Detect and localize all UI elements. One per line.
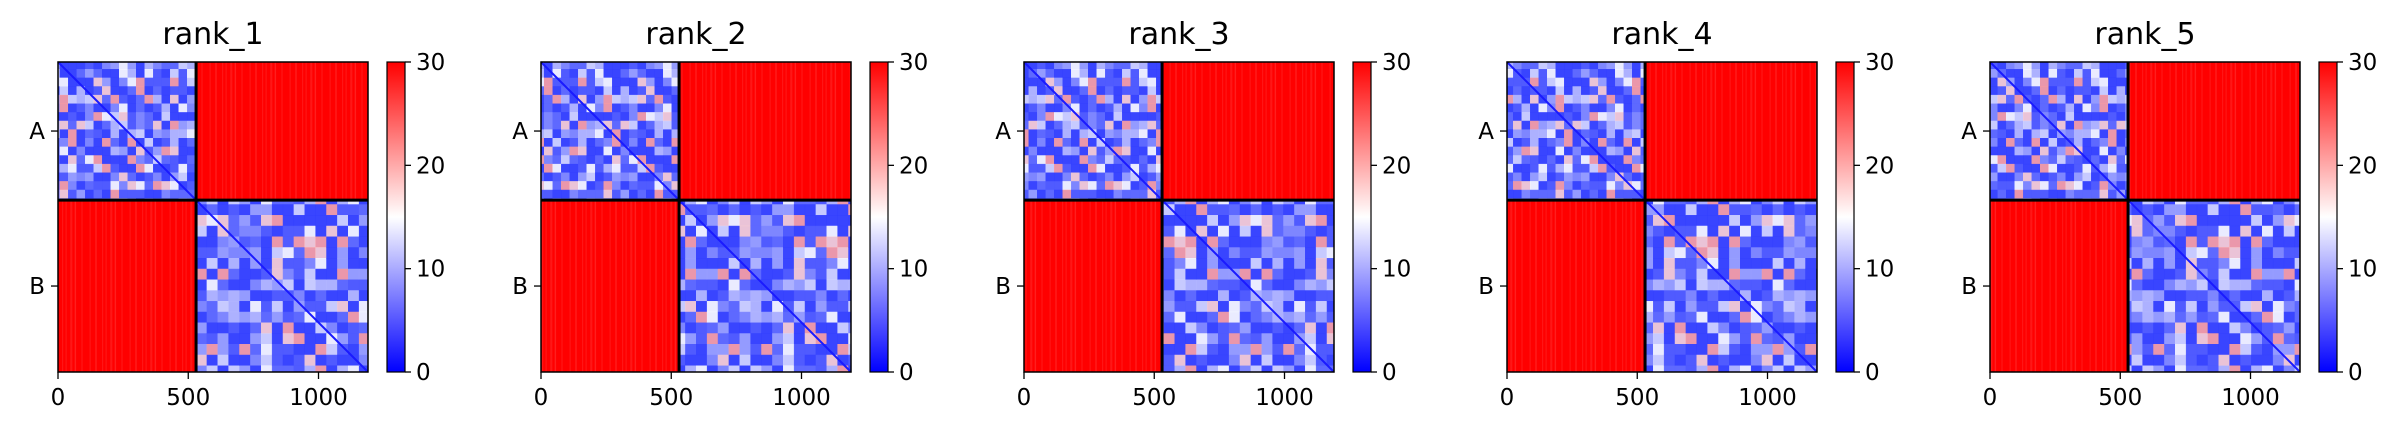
colorbar-tick-label: 20 bbox=[899, 153, 928, 179]
pae-panel-3: rank_3 A B 0 500 1000 0 10 20 30 bbox=[995, 17, 1411, 411]
panel-title: rank_5 bbox=[2094, 17, 2195, 52]
chain-label-a: A bbox=[29, 119, 45, 145]
x-tick-label: 0 bbox=[51, 385, 66, 411]
colorbar bbox=[1835, 61, 1855, 373]
pae-panel-2: rank_2 A B 0 500 1000 0 10 20 30 bbox=[512, 17, 928, 411]
x-tick-label: 1000 bbox=[772, 385, 831, 411]
chain-label-b: B bbox=[1478, 274, 1494, 300]
colorbar-tick-label: 0 bbox=[2348, 360, 2363, 386]
colorbar-tick-label: 20 bbox=[1865, 153, 1894, 179]
heatmap-block-b-a bbox=[1024, 200, 1163, 372]
diagonal-line bbox=[540, 61, 852, 373]
heatmap-frame bbox=[1023, 61, 1335, 373]
colorbar bbox=[1352, 61, 1372, 373]
diagonal-line bbox=[1506, 61, 1818, 373]
heatmap-frame bbox=[1989, 61, 2301, 373]
colorbar-tick-label: 20 bbox=[1382, 153, 1411, 179]
x-tick-label: 0 bbox=[1983, 385, 1998, 411]
panel-title: rank_4 bbox=[1611, 17, 1712, 52]
chain-label-a: A bbox=[995, 119, 1011, 145]
heatmap-frame bbox=[1506, 61, 1818, 373]
panel-title: rank_2 bbox=[645, 17, 746, 52]
x-tick-label: 500 bbox=[1132, 385, 1176, 411]
heatmap-frame bbox=[540, 61, 852, 373]
x-tick-label: 500 bbox=[2098, 385, 2142, 411]
chain-label-a: A bbox=[1961, 119, 1977, 145]
heatmap-block-a-b bbox=[679, 62, 851, 201]
colorbar-tick-label: 30 bbox=[2348, 50, 2377, 76]
colorbar-tick-label: 30 bbox=[1865, 50, 1894, 76]
heatmap-block-b-a bbox=[1990, 200, 2129, 372]
colorbar bbox=[2318, 61, 2338, 373]
x-tick-label: 500 bbox=[1615, 385, 1659, 411]
x-tick-label: 0 bbox=[1500, 385, 1515, 411]
colorbar-tick-label: 30 bbox=[416, 50, 445, 76]
heatmap-block-b-a bbox=[541, 200, 680, 372]
heatmap-block-b-a bbox=[1507, 200, 1646, 372]
x-tick-label: 1000 bbox=[1255, 385, 1314, 411]
pae-panel-1: rank_1 A B 0 500 1000 0 10 20 30 bbox=[29, 17, 445, 411]
heatmap-block-a-b bbox=[196, 62, 368, 201]
panel-title: rank_1 bbox=[162, 17, 263, 52]
colorbar-tick-label: 20 bbox=[416, 153, 445, 179]
pae-panel-4: rank_4 A B 0 500 1000 0 10 20 30 bbox=[1478, 17, 1894, 411]
colorbar-tick-label: 10 bbox=[416, 257, 445, 283]
x-tick-label: 1000 bbox=[289, 385, 348, 411]
chain-label-b: B bbox=[1961, 274, 1977, 300]
colorbar-tick-label: 0 bbox=[899, 360, 914, 386]
colorbar-tick-label: 10 bbox=[2348, 257, 2377, 283]
chain-label-b: B bbox=[995, 274, 1011, 300]
x-tick-label: 1000 bbox=[2221, 385, 2280, 411]
x-tick-label: 0 bbox=[534, 385, 549, 411]
colorbar-tick-label: 10 bbox=[1382, 257, 1411, 283]
colorbar-tick-label: 10 bbox=[1865, 257, 1894, 283]
x-tick-label: 1000 bbox=[1738, 385, 1797, 411]
colorbar-tick-label: 0 bbox=[416, 360, 431, 386]
colorbar-tick-label: 30 bbox=[1382, 50, 1411, 76]
x-tick-label: 0 bbox=[1017, 385, 1032, 411]
x-tick-label: 500 bbox=[649, 385, 693, 411]
chain-label-b: B bbox=[512, 274, 528, 300]
colorbar-tick-label: 20 bbox=[2348, 153, 2377, 179]
heatmap-block-a-b bbox=[1162, 62, 1334, 201]
heatmap-frame bbox=[57, 61, 369, 373]
x-tick-label: 500 bbox=[166, 385, 210, 411]
diagonal-line bbox=[1989, 61, 2301, 373]
colorbar-tick-label: 10 bbox=[899, 257, 928, 283]
heatmap-block-b-a bbox=[58, 200, 197, 372]
diagonal-line bbox=[1023, 61, 1335, 373]
colorbar-tick-label: 30 bbox=[899, 50, 928, 76]
chain-label-a: A bbox=[512, 119, 528, 145]
panel-title: rank_3 bbox=[1128, 17, 1229, 52]
heatmap-block-a-b bbox=[1645, 62, 1817, 201]
diagonal-line bbox=[57, 61, 369, 373]
pae-panel-5: rank_5 A B 0 500 1000 0 10 20 30 bbox=[1961, 17, 2377, 411]
colorbar bbox=[386, 61, 406, 373]
colorbar bbox=[869, 61, 889, 373]
heatmap-block-a-b bbox=[2128, 62, 2300, 201]
colorbar-tick-label: 0 bbox=[1865, 360, 1880, 386]
chain-label-b: B bbox=[29, 274, 45, 300]
chain-label-a: A bbox=[1478, 119, 1494, 145]
colorbar-tick-label: 0 bbox=[1382, 360, 1397, 386]
